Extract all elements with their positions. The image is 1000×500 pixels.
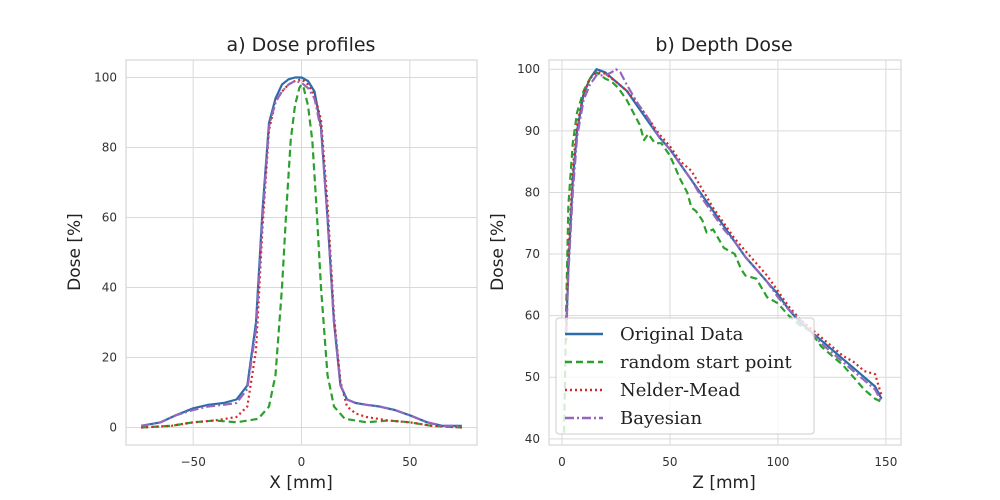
y-tick-label: 100 (94, 71, 117, 85)
series-group (141, 76, 462, 429)
x-axis-label: Z [mm] (692, 473, 755, 493)
y-tick-label: 40 (525, 432, 540, 446)
y-tick-label: 100 (517, 62, 540, 76)
x-tick-label: 150 (874, 455, 897, 469)
series-line-random-start-point (141, 83, 462, 429)
legend-label: Nelder-Mead (620, 380, 740, 401)
tick-labels: 0 50 100 150 40 50 60 70 80 90 100 (517, 62, 897, 469)
x-tick-label: 100 (766, 455, 789, 469)
x-tick-label: −50 (181, 455, 206, 469)
chart-title: b) Depth Dose (655, 34, 792, 56)
y-tick-label: 40 (102, 281, 117, 295)
y-tick-label: 70 (525, 247, 540, 261)
y-tick-label: 60 (102, 211, 117, 225)
panel-depth-dose: 0 50 100 150 40 50 60 70 80 90 100 b) Depth Dose Z… (488, 34, 902, 493)
y-tick-label: 60 (525, 309, 540, 323)
x-tick-label: 50 (662, 455, 677, 469)
legend: Original Data random start point Nelder-Me… (555, 317, 815, 435)
y-tick-label: 0 (109, 421, 117, 435)
tick-labels: −50 0 50 0 20 40 60 80 100 (94, 71, 417, 470)
legend-label: random start point (620, 352, 793, 373)
y-axis-label: Dose [%] (65, 213, 85, 291)
series-line-bayesian (141, 79, 462, 427)
x-axis-label: X [mm] (269, 473, 332, 493)
series-line-original-data (565, 68, 883, 400)
y-tick-label: 80 (525, 185, 540, 199)
y-tick-label: 90 (525, 124, 540, 138)
series-line-bayesian (565, 68, 883, 403)
y-tick-label: 20 (102, 351, 117, 365)
series-line-nelder-mead (565, 71, 883, 397)
panel-dose-profiles: −50 0 50 0 20 40 60 80 100 a) Dose profiles X [m… (65, 34, 478, 493)
legend-label: Original Data (620, 324, 744, 345)
y-tick-label: 50 (525, 370, 540, 384)
x-tick-label: 0 (558, 455, 566, 469)
x-tick-label: 0 (298, 455, 306, 469)
x-tick-label: 50 (402, 455, 417, 469)
y-axis-label: Dose [%] (488, 213, 508, 291)
chart-title: a) Dose profiles (227, 34, 376, 56)
legend-box (555, 317, 815, 435)
y-tick-label: 80 (102, 141, 117, 155)
legend-label: Bayesian (620, 408, 703, 429)
series-line-nelder-mead (141, 78, 462, 429)
